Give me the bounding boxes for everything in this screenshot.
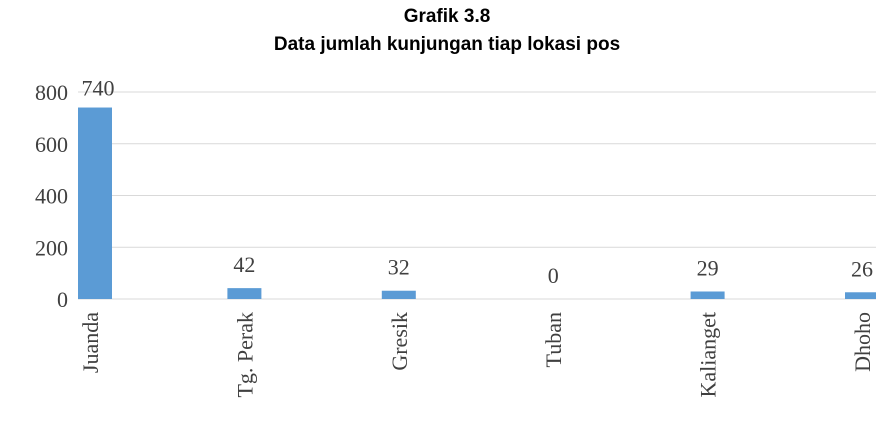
bar xyxy=(78,107,112,300)
chart-title: Grafik 3.8 xyxy=(404,6,491,27)
y-tick-label: 600 xyxy=(35,132,68,157)
value-label: 42 xyxy=(233,252,255,277)
value-label: 740 xyxy=(82,76,115,101)
bar xyxy=(381,290,416,299)
y-tick-label: 200 xyxy=(35,235,68,260)
x-tick-label: Tg. Perak xyxy=(232,312,257,398)
value-label: 26 xyxy=(851,256,873,281)
x-tick-label: Tuban xyxy=(541,312,566,367)
bar xyxy=(845,292,876,299)
x-tick-label: Kalianget xyxy=(696,312,721,398)
chart-subtitle: Data jumlah kunjungan tiap lokasi pos xyxy=(274,34,620,55)
x-tick-label: Dhoho xyxy=(850,312,875,372)
bar xyxy=(227,288,262,299)
x-tick-label: Gresik xyxy=(387,312,412,371)
y-tick-label: 800 xyxy=(35,80,68,105)
value-label: 32 xyxy=(388,255,410,280)
value-label: 0 xyxy=(548,263,559,288)
bar xyxy=(690,291,725,299)
y-tick-label: 0 xyxy=(57,287,68,312)
x-tick-label: Juanda xyxy=(78,312,103,373)
y-tick-label: 400 xyxy=(35,184,68,209)
value-label: 29 xyxy=(697,255,719,280)
